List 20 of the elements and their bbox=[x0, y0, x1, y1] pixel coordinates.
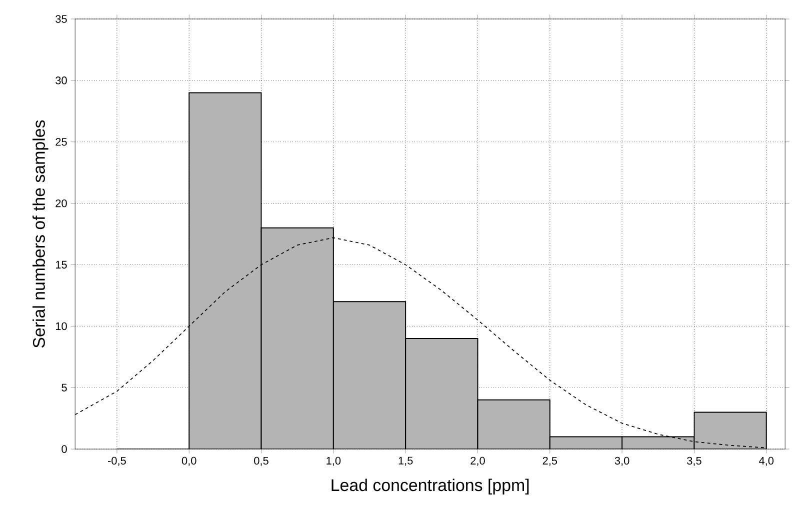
x-tick-label: 1,0 bbox=[326, 456, 341, 466]
x-tick-label: 1,5 bbox=[398, 456, 413, 466]
x-tick-label: 3,0 bbox=[614, 456, 630, 466]
y-tick-label: 10 bbox=[56, 322, 67, 330]
y-tick-label: 20 bbox=[56, 199, 67, 208]
x-tick-label: 3,5 bbox=[687, 456, 702, 466]
y-tick-label: 30 bbox=[56, 76, 67, 84]
x-tick-label: 2,0 bbox=[470, 456, 485, 466]
x-tick-label: 2,5 bbox=[542, 456, 558, 466]
y-tick-label: 15 bbox=[56, 260, 67, 269]
y-axis-title: Serial numbers of the samples bbox=[32, 120, 48, 348]
y-tick-label: 0 bbox=[62, 445, 67, 453]
x-tick-label: 0,0 bbox=[182, 456, 196, 466]
y-tick-label: 35 bbox=[56, 15, 67, 23]
y-tick-label: 25 bbox=[56, 138, 67, 146]
x-tick-label: -0,5 bbox=[108, 456, 126, 466]
x-tick-label: 4,0 bbox=[758, 456, 774, 466]
x-tick-label: 0,5 bbox=[254, 456, 268, 466]
x-axis-title: Lead concentrations [ppm] bbox=[332, 478, 529, 494]
y-tick-label: 5 bbox=[62, 384, 67, 392]
